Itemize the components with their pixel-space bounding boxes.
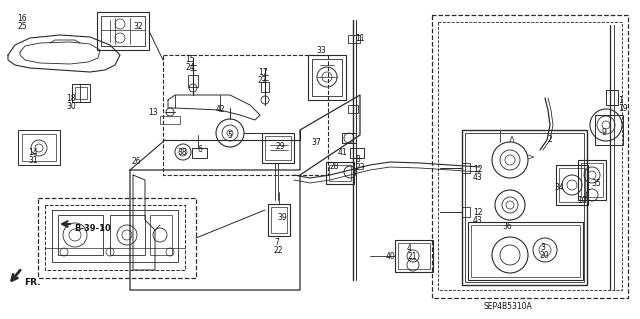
Bar <box>326 162 354 184</box>
Text: 28: 28 <box>330 162 339 171</box>
Text: 33: 33 <box>316 46 326 55</box>
Bar <box>578 160 606 200</box>
Bar <box>348 105 358 113</box>
Text: 35: 35 <box>591 179 601 188</box>
Bar <box>606 90 618 105</box>
Text: 10: 10 <box>577 196 587 205</box>
Text: 29: 29 <box>276 142 285 151</box>
Text: FR.: FR. <box>24 278 40 287</box>
Bar <box>462 207 470 217</box>
Text: 20: 20 <box>540 251 550 260</box>
Text: 32: 32 <box>133 22 143 31</box>
Bar <box>348 35 360 43</box>
Bar <box>265 136 291 160</box>
Text: 34: 34 <box>554 183 564 192</box>
Bar <box>163 55 328 175</box>
Text: 11: 11 <box>355 34 365 43</box>
Bar <box>58 215 103 255</box>
Text: 3: 3 <box>540 243 545 252</box>
Bar <box>581 163 603 197</box>
Text: 37: 37 <box>311 138 321 147</box>
Bar <box>150 215 172 255</box>
Text: 24: 24 <box>185 63 195 72</box>
Bar <box>312 59 342 96</box>
Bar <box>97 12 149 50</box>
Text: 22: 22 <box>274 246 284 255</box>
Text: SEP4B5310A: SEP4B5310A <box>484 302 532 311</box>
Bar <box>398 243 430 269</box>
Text: B-39-10: B-39-10 <box>74 224 111 233</box>
Bar <box>271 207 287 233</box>
Text: 1: 1 <box>618 96 623 105</box>
Bar <box>262 133 294 163</box>
Text: 7: 7 <box>274 238 279 247</box>
Bar <box>595 115 623 145</box>
Bar <box>18 130 60 165</box>
Text: 42: 42 <box>216 105 226 114</box>
Text: 4: 4 <box>407 244 412 253</box>
Text: 43: 43 <box>473 173 483 182</box>
Bar <box>110 215 145 255</box>
Text: 23: 23 <box>356 163 365 172</box>
Bar <box>160 116 180 124</box>
Bar <box>188 75 198 87</box>
Text: 18: 18 <box>66 94 76 103</box>
Bar <box>38 198 196 278</box>
Text: 27: 27 <box>258 76 268 85</box>
Text: 16: 16 <box>17 14 27 23</box>
Text: 19: 19 <box>618 104 628 113</box>
Bar <box>342 133 356 143</box>
Text: 25: 25 <box>17 22 27 31</box>
Bar <box>22 134 56 161</box>
Text: 12: 12 <box>473 208 483 217</box>
Bar <box>268 204 290 236</box>
Text: 36: 36 <box>502 222 512 231</box>
Text: 40: 40 <box>386 252 396 261</box>
Bar <box>471 225 580 277</box>
Text: 17: 17 <box>258 68 268 77</box>
Text: 15: 15 <box>185 55 195 64</box>
Bar <box>462 163 470 173</box>
Bar <box>462 130 587 285</box>
Bar <box>350 148 364 158</box>
Text: 31: 31 <box>28 156 38 165</box>
Bar <box>261 82 269 92</box>
Text: 39: 39 <box>277 213 287 222</box>
Text: 5: 5 <box>227 131 232 140</box>
Text: 30: 30 <box>66 102 76 111</box>
Text: 13: 13 <box>148 108 157 117</box>
Bar <box>329 165 351 181</box>
Text: 14: 14 <box>28 148 38 157</box>
Bar <box>465 133 584 282</box>
Bar <box>75 87 87 99</box>
Text: 21: 21 <box>407 252 417 261</box>
Text: 9: 9 <box>601 128 606 137</box>
Bar <box>559 168 585 202</box>
Bar <box>101 16 145 46</box>
Text: 8: 8 <box>356 155 361 164</box>
Text: 43: 43 <box>473 216 483 225</box>
Text: 26: 26 <box>132 157 141 166</box>
Text: 12: 12 <box>473 165 483 174</box>
Bar <box>556 165 588 205</box>
Text: 6: 6 <box>198 145 203 154</box>
Text: 38: 38 <box>177 148 187 157</box>
Bar <box>468 222 583 280</box>
Bar <box>308 55 346 100</box>
Text: 2: 2 <box>547 135 552 144</box>
Text: 41: 41 <box>338 148 348 157</box>
Bar <box>395 240 433 272</box>
Bar <box>72 84 90 102</box>
Bar <box>192 148 207 158</box>
